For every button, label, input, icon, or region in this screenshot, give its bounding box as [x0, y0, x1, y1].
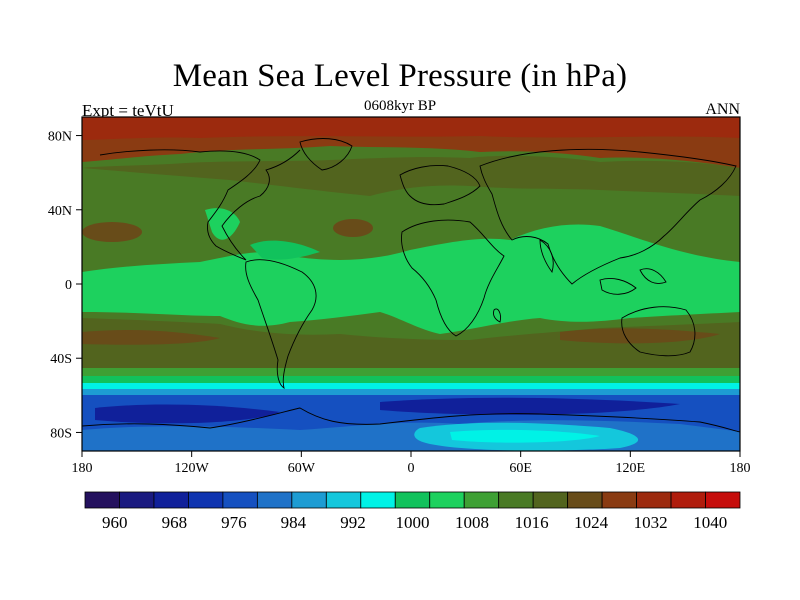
x-tick-label: 120W [175, 461, 210, 476]
pressure-field-layer [82, 117, 740, 451]
colorbar-label: 1024 [574, 513, 609, 532]
field-trough-core-east [380, 397, 680, 415]
map-subtitle: 0608kyr BP [363, 98, 437, 114]
field-arctic-high-core [82, 117, 740, 140]
colorbar-swatch [360, 491, 396, 509]
colorbar-swatch [325, 491, 362, 509]
colorbar-swatch [394, 491, 431, 509]
coast-india [539, 239, 554, 273]
colorbar-swatch [256, 491, 293, 509]
field-band-1000 [82, 376, 740, 383]
coast-north-america [99, 149, 301, 261]
field-north-america-low [205, 208, 240, 240]
field-north-midlat [82, 155, 740, 196]
colorbar-swatch [670, 491, 706, 509]
colorbar-swatch [222, 491, 258, 509]
coast-madagascar [493, 308, 501, 323]
coast-antarctica [82, 407, 740, 433]
coast-australia [621, 306, 696, 357]
colorbar-swatch [84, 491, 120, 509]
colorbar-swatch [705, 491, 741, 509]
colorbar-swatch [636, 491, 672, 509]
x-tick-label: 60W [288, 461, 316, 476]
x-tick-label: 180 [730, 461, 751, 476]
colorbar-label: 984 [281, 513, 307, 532]
x-axis: 180 120W 60W 0 60E 120E 180 [72, 451, 751, 476]
coast-africa [401, 219, 505, 337]
coast-greenland [299, 138, 353, 171]
coast-philippines [639, 268, 667, 284]
season-label: ANN [705, 101, 740, 118]
colorbar-swatch [291, 491, 327, 509]
x-tick-label: 60E [509, 461, 532, 476]
map-title: Mean Sea Level Pressure (in hPa) [172, 58, 628, 94]
x-tick-label: 0 [408, 461, 415, 476]
y-tick-label: 40N [48, 204, 72, 219]
coast-europe [399, 165, 481, 206]
field-tropical-low [82, 224, 740, 334]
colorbar-label: 1032 [634, 513, 668, 532]
colorbar-swatch [532, 491, 569, 509]
colorbar-label: 968 [162, 513, 188, 532]
colorbar-label: 1008 [455, 513, 489, 532]
x-tick-label: 120E [616, 461, 646, 476]
y-tick-label: 80N [48, 130, 72, 145]
y-tick-label: 0 [65, 278, 72, 293]
colorbar-swatch [567, 491, 603, 509]
colorbar-swatch [188, 491, 224, 509]
colorbar-swatch [498, 491, 534, 509]
field-antarctic-core [450, 429, 600, 443]
field-trough-core-west [95, 404, 280, 424]
colorbar-swatch [429, 491, 465, 509]
field-band-1008 [82, 368, 740, 376]
field-south-pacific-high [82, 330, 220, 345]
coastlines [82, 138, 740, 433]
field-south-indian-high [560, 328, 720, 344]
field-azores-high [333, 219, 373, 237]
colorbar-label: 1040 [693, 513, 727, 532]
field-band-992 [82, 383, 740, 389]
colorbar-swatch [119, 491, 155, 509]
colorbar-swatch [601, 491, 637, 509]
coast-maritime-continent [599, 277, 637, 295]
y-axis: 80N 40N 0 40S 80S [48, 130, 82, 441]
colorbar: 960 968 976 984 992 1000 1008 1016 1024 1032 1040 [84, 491, 741, 532]
y-tick-label: 40S [50, 352, 72, 367]
colorbar-swatch [153, 491, 189, 509]
field-pacific-high [82, 222, 142, 242]
colorbar-label: 960 [102, 513, 128, 532]
colorbar-label: 1016 [515, 513, 549, 532]
field-amazon-low [250, 240, 320, 260]
coast-asia [479, 148, 737, 285]
colorbar-swatch [463, 491, 500, 509]
colorbar-label: 992 [340, 513, 366, 532]
colorbar-label: 976 [221, 513, 247, 532]
y-tick-label: 80S [50, 426, 72, 441]
coast-south-america [245, 259, 317, 390]
colorbar-label: 1000 [396, 513, 430, 532]
experiment-label: Expt = teVtU [82, 101, 174, 120]
x-tick-label: 180 [72, 461, 93, 476]
field-band-984 [82, 389, 740, 395]
